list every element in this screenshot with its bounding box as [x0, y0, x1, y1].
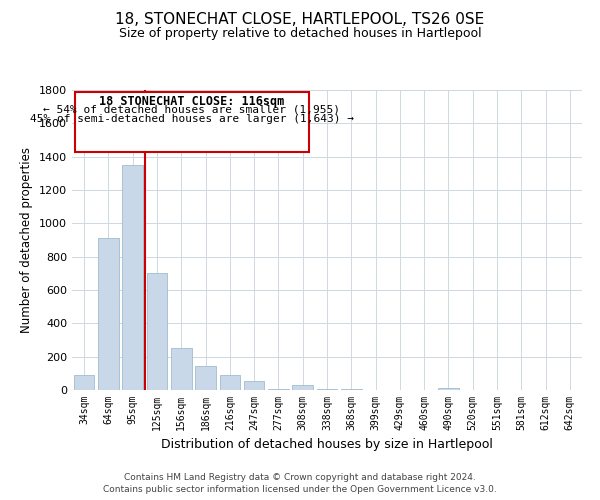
- Bar: [292, 385, 313, 390]
- Text: Contains HM Land Registry data © Crown copyright and database right 2024.: Contains HM Land Registry data © Crown c…: [124, 472, 476, 482]
- Bar: [74, 375, 94, 390]
- Bar: [244, 381, 265, 390]
- Text: Contains public sector information licensed under the Open Government Licence v3: Contains public sector information licen…: [103, 485, 497, 494]
- Text: 18, STONECHAT CLOSE, HARTLEPOOL, TS26 0SE: 18, STONECHAT CLOSE, HARTLEPOOL, TS26 0S…: [115, 12, 485, 28]
- Bar: [438, 388, 459, 390]
- Text: 45% of semi-detached houses are larger (1,643) →: 45% of semi-detached houses are larger (…: [30, 114, 354, 124]
- Text: ← 54% of detached houses are smaller (1,955): ← 54% of detached houses are smaller (1,…: [43, 104, 340, 115]
- Bar: [317, 389, 337, 390]
- Bar: [220, 375, 240, 390]
- Bar: [195, 366, 216, 390]
- Bar: [341, 389, 362, 390]
- Y-axis label: Number of detached properties: Number of detached properties: [20, 147, 34, 333]
- Bar: [122, 165, 143, 390]
- Bar: [268, 389, 289, 390]
- X-axis label: Distribution of detached houses by size in Hartlepool: Distribution of detached houses by size …: [161, 438, 493, 452]
- FancyBboxPatch shape: [74, 92, 309, 152]
- Text: 18 STONECHAT CLOSE: 116sqm: 18 STONECHAT CLOSE: 116sqm: [99, 95, 284, 108]
- Bar: [146, 274, 167, 390]
- Bar: [171, 348, 191, 390]
- Text: Size of property relative to detached houses in Hartlepool: Size of property relative to detached ho…: [119, 28, 481, 40]
- Bar: [98, 238, 119, 390]
